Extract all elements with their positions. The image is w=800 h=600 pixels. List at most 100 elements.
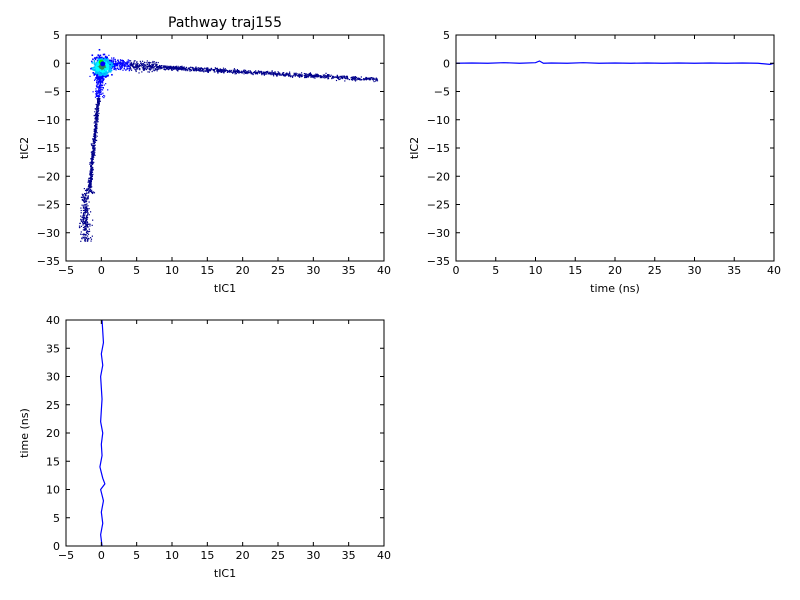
density-point xyxy=(90,151,92,153)
density-point xyxy=(233,70,235,72)
y-tick-label: 30 xyxy=(46,371,60,384)
density-point xyxy=(78,225,81,227)
density-point xyxy=(93,151,95,153)
density-point xyxy=(100,74,103,77)
density-point xyxy=(110,63,112,65)
density-point xyxy=(233,71,235,73)
density-point xyxy=(89,181,92,183)
density-point xyxy=(91,170,93,172)
density-point xyxy=(85,192,87,195)
density-point xyxy=(185,69,187,72)
y-tick-label: −35 xyxy=(37,255,60,268)
density-point xyxy=(95,123,97,125)
density-point xyxy=(124,61,126,64)
y-axis-label: time (ns) xyxy=(18,408,31,458)
density-point xyxy=(90,165,92,167)
density-point xyxy=(93,161,95,163)
density-point xyxy=(255,73,257,75)
density-point xyxy=(370,77,372,79)
density-point xyxy=(329,75,332,78)
density-point xyxy=(121,60,123,62)
density-point xyxy=(195,68,197,70)
density-point xyxy=(156,70,158,72)
density-point xyxy=(90,161,92,163)
density-point xyxy=(85,193,87,196)
density-point xyxy=(184,68,186,70)
density-point xyxy=(177,67,179,70)
density-point xyxy=(149,66,151,68)
density-point xyxy=(308,73,311,76)
density-point xyxy=(194,67,196,70)
density-point xyxy=(94,114,97,116)
density-point xyxy=(192,69,195,72)
density-point xyxy=(92,146,94,148)
density-point xyxy=(115,61,117,63)
trajectory-point xyxy=(100,61,106,67)
density-point xyxy=(91,162,93,164)
density-point xyxy=(256,71,259,74)
density-point xyxy=(114,68,116,70)
density-point xyxy=(127,59,129,61)
density-point xyxy=(93,153,96,155)
density-point xyxy=(99,74,102,76)
density-point xyxy=(324,76,326,78)
density-point xyxy=(152,69,154,71)
density-point xyxy=(90,143,92,145)
axes-frame xyxy=(65,319,385,547)
density-point xyxy=(357,77,359,80)
density-point xyxy=(94,148,96,150)
density-point xyxy=(96,75,98,77)
density-point xyxy=(84,217,86,219)
density-point xyxy=(97,90,100,92)
density-point xyxy=(97,107,100,109)
density-point xyxy=(270,74,272,76)
density-point xyxy=(95,69,98,71)
y-tick-label: 35 xyxy=(46,342,60,355)
density-point xyxy=(97,64,100,66)
density-point xyxy=(372,78,374,80)
density-point xyxy=(88,238,90,240)
density-point xyxy=(92,192,94,195)
density-point xyxy=(100,79,102,82)
density-point xyxy=(86,211,88,213)
density-point xyxy=(102,92,104,94)
density-point xyxy=(97,91,99,93)
density-point xyxy=(98,89,100,91)
density-point xyxy=(97,103,99,106)
density-point xyxy=(100,88,102,91)
density-point xyxy=(82,223,85,225)
density-point xyxy=(242,70,244,72)
density-point xyxy=(167,69,170,71)
x-tick-label: 40 xyxy=(377,549,391,562)
density-point xyxy=(86,222,88,224)
density-point xyxy=(134,65,137,67)
density-point xyxy=(91,145,93,147)
density-point xyxy=(94,129,97,131)
density-point xyxy=(93,156,95,158)
density-point xyxy=(98,87,100,89)
density-point xyxy=(84,222,86,224)
density-point xyxy=(308,75,310,77)
y-axis-label: tIC2 xyxy=(408,137,421,159)
density-point xyxy=(355,77,357,79)
density-point xyxy=(263,71,265,73)
density-point xyxy=(87,198,89,200)
density-point xyxy=(113,57,115,59)
density-point xyxy=(150,65,153,68)
density-point xyxy=(90,167,92,169)
density-point xyxy=(177,68,179,70)
density-point xyxy=(88,201,90,203)
density-point xyxy=(190,66,192,69)
density-point xyxy=(96,106,98,109)
density-point xyxy=(267,73,270,75)
density-point xyxy=(96,117,98,120)
density-point xyxy=(104,67,106,70)
density-point xyxy=(93,69,96,72)
density-point xyxy=(117,60,120,62)
density-point xyxy=(85,234,87,236)
density-point xyxy=(159,66,161,68)
density-point xyxy=(157,67,159,69)
density-point xyxy=(277,71,279,73)
density-point xyxy=(308,74,311,76)
density-point xyxy=(306,75,308,77)
